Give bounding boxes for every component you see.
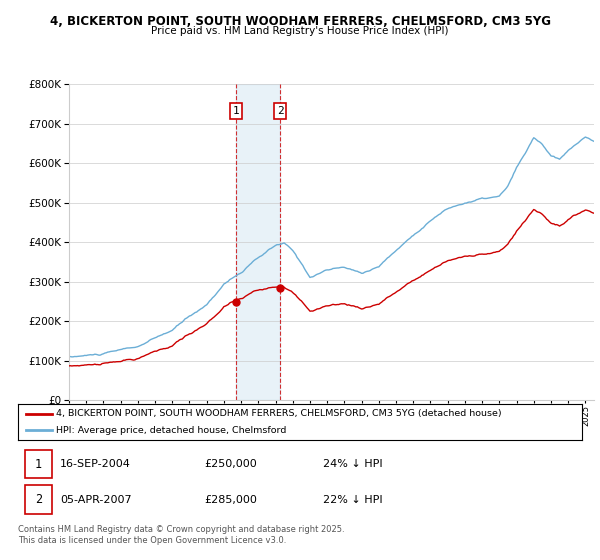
Text: Contains HM Land Registry data © Crown copyright and database right 2025.
This d: Contains HM Land Registry data © Crown c…	[18, 525, 344, 545]
Text: 4, BICKERTON POINT, SOUTH WOODHAM FERRERS, CHELMSFORD, CM3 5YG: 4, BICKERTON POINT, SOUTH WOODHAM FERRER…	[49, 15, 551, 27]
Text: 4, BICKERTON POINT, SOUTH WOODHAM FERRERS, CHELMSFORD, CM3 5YG (detached house): 4, BICKERTON POINT, SOUTH WOODHAM FERRER…	[56, 409, 502, 418]
FancyBboxPatch shape	[25, 486, 52, 514]
Text: 2: 2	[35, 493, 42, 506]
Text: 2: 2	[277, 106, 283, 116]
Bar	[236, 84, 280, 400]
Text: £250,000: £250,000	[204, 459, 257, 469]
Text: 1: 1	[35, 458, 42, 470]
Text: Price paid vs. HM Land Registry's House Price Index (HPI): Price paid vs. HM Land Registry's House …	[151, 26, 449, 36]
FancyBboxPatch shape	[25, 450, 52, 478]
Text: 16-SEP-2004: 16-SEP-2004	[60, 459, 131, 469]
Text: HPI: Average price, detached house, Chelmsford: HPI: Average price, detached house, Chel…	[56, 426, 287, 435]
Text: 24% ↓ HPI: 24% ↓ HPI	[323, 459, 382, 469]
Text: 22% ↓ HPI: 22% ↓ HPI	[323, 494, 382, 505]
Text: 1: 1	[233, 106, 239, 116]
Text: £285,000: £285,000	[204, 494, 257, 505]
Text: 05-APR-2007: 05-APR-2007	[60, 494, 132, 505]
